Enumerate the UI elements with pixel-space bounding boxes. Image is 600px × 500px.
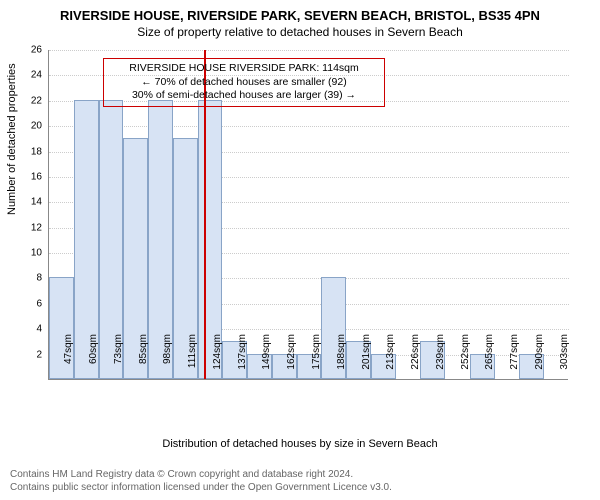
chart-title-sub: Size of property relative to detached ho… [0,23,600,39]
y-axis-label: Number of detached properties [6,63,18,215]
x-tick-label: 47sqm [63,334,74,384]
x-tick-label: 290sqm [534,334,545,384]
y-tick-label: 24 [18,70,42,81]
x-tick-label: 98sqm [162,334,173,384]
x-tick-label: 85sqm [138,334,149,384]
x-tick-label: 252sqm [460,334,471,384]
y-tick-label: 18 [18,146,42,157]
x-axis-label: Distribution of detached houses by size … [0,438,600,450]
x-tick-label: 226sqm [410,334,421,384]
y-tick-label: 2 [18,349,42,360]
y-tick-label: 6 [18,298,42,309]
footer-line1: Contains HM Land Registry data © Crown c… [10,468,392,481]
footer-line2: Contains public sector information licen… [10,481,392,494]
chart-area: RIVERSIDE HOUSE RIVERSIDE PARK: 114sqm ←… [48,50,568,380]
chart-title-main: RIVERSIDE HOUSE, RIVERSIDE PARK, SEVERN … [0,0,600,23]
y-tick-label: 22 [18,95,42,106]
x-tick-label: 137sqm [237,334,248,384]
x-tick-label: 60sqm [88,334,99,384]
footer-attribution: Contains HM Land Registry data © Crown c… [10,468,392,494]
x-tick-label: 124sqm [212,334,223,384]
y-tick-label: 12 [18,222,42,233]
x-tick-label: 303sqm [559,334,570,384]
y-tick-label: 8 [18,273,42,284]
y-tick-label: 10 [18,248,42,259]
annotation-box: RIVERSIDE HOUSE RIVERSIDE PARK: 114sqm ←… [103,58,385,107]
x-tick-label: 175sqm [311,334,322,384]
x-tick-label: 149sqm [261,334,272,384]
annotation-line3: 30% of semi-detached houses are larger (… [110,89,378,103]
annotation-line2: ← 70% of detached houses are smaller (92… [110,76,378,90]
y-tick-label: 16 [18,171,42,182]
plot-area: RIVERSIDE HOUSE RIVERSIDE PARK: 114sqm ←… [48,50,568,380]
y-tick-label: 14 [18,197,42,208]
x-tick-label: 277sqm [509,334,520,384]
x-tick-label: 239sqm [435,334,446,384]
x-tick-label: 188sqm [336,334,347,384]
y-tick-label: 26 [18,45,42,56]
y-tick-label: 4 [18,324,42,335]
x-tick-label: 265sqm [484,334,495,384]
x-tick-label: 201sqm [361,334,372,384]
x-tick-label: 73sqm [113,334,124,384]
x-tick-label: 111sqm [187,334,198,384]
annotation-line1: RIVERSIDE HOUSE RIVERSIDE PARK: 114sqm [110,62,378,76]
x-tick-label: 162sqm [286,334,297,384]
y-tick-label: 20 [18,121,42,132]
x-tick-label: 213sqm [385,334,396,384]
